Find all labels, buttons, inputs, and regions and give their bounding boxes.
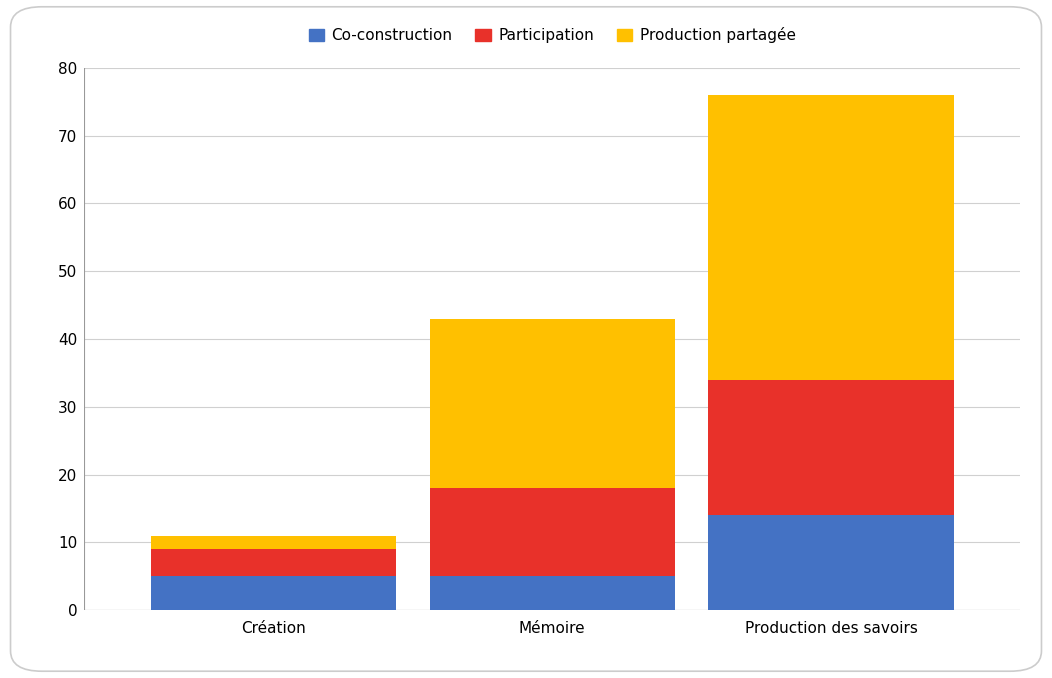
Bar bbox=[151, 536, 397, 549]
Bar bbox=[708, 95, 953, 380]
Bar bbox=[151, 576, 397, 610]
Bar bbox=[708, 515, 953, 610]
Bar bbox=[151, 549, 397, 576]
Bar bbox=[429, 488, 675, 576]
Legend: Co-construction, Participation, Production partagée: Co-construction, Participation, Producti… bbox=[303, 21, 802, 49]
Bar bbox=[429, 319, 675, 488]
Bar bbox=[708, 380, 953, 515]
Bar bbox=[429, 576, 675, 610]
